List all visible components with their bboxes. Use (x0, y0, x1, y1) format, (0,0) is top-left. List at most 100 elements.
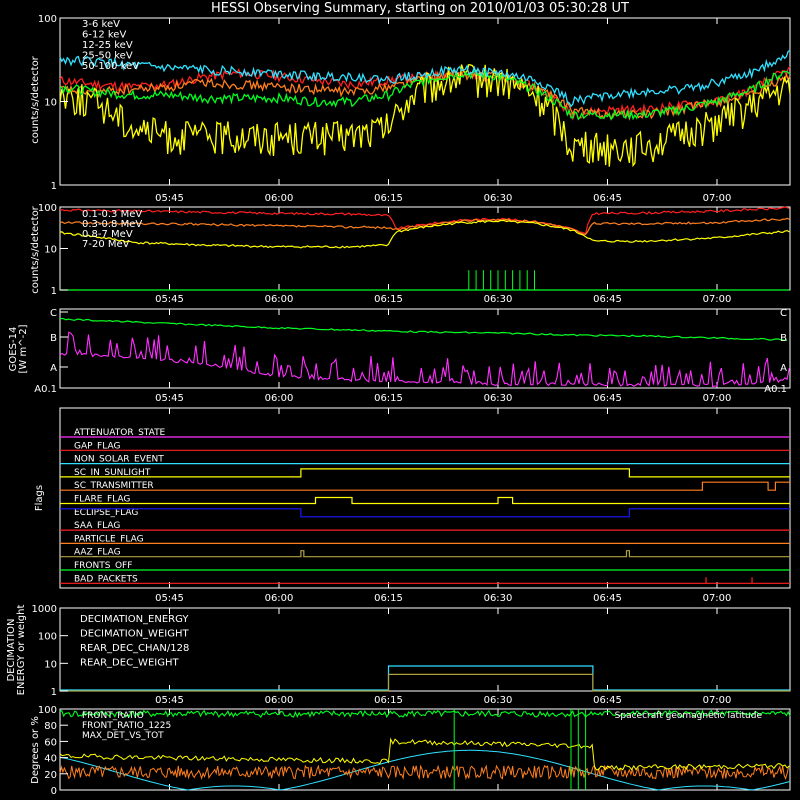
countrate-xtick-label: 05:45 (155, 193, 184, 204)
countrate-ytick-label: 1 (51, 181, 57, 192)
countrate-ylabel-group: counts/s/detector (30, 55, 41, 143)
decim-legend-label: REAR_DEC_CHAN/128 (80, 643, 189, 654)
flags-ylabel: Flags (34, 485, 45, 511)
ratio-ylabel: Degrees or % (30, 716, 41, 784)
series-line-25-50-keV (59, 69, 791, 121)
goes-xtick-label: 06:00 (265, 393, 294, 404)
series-line-rear-dec-weight (60, 673, 790, 692)
goes-xtick-label: 06:45 (593, 393, 622, 404)
flag-line (60, 481, 790, 491)
flag-label: SC_IN_SUNLIGHT (74, 468, 151, 478)
goes-ytick-label: B (50, 333, 57, 344)
vrate-xtick-label: 06:45 (593, 294, 622, 305)
goes-ylabel: [W m^-2] (18, 324, 29, 373)
countrate-legend-label: 12-25 keV (82, 40, 133, 51)
ratio-right-legend: Spacecraft geomagnetic latitude (615, 711, 763, 721)
goes-ytick-label: A0.1 (34, 384, 57, 395)
ratio-ytick-label: 0 (51, 786, 57, 797)
decim-xtick-label: 05:45 (155, 695, 184, 706)
flag-label: FRONTS_OFF (74, 561, 132, 571)
flag-label: GAP_FLAG (74, 441, 120, 451)
countrate-xtick-label: 06:45 (593, 193, 622, 204)
decim-legend-label: REAR_DEC_WEIGHT (80, 658, 179, 669)
vrate-legend-label: 0.1-0.3 MeV (82, 209, 142, 220)
flag-label: AAZ_FLAG (74, 548, 121, 558)
countrate-ylabel: counts/s/detector (30, 55, 41, 143)
goes-xtick-label: 06:30 (484, 393, 513, 404)
ratio-frame (59, 708, 791, 791)
flags-xtick-label: 05:45 (155, 593, 184, 604)
decim-xtick-label: 07:00 (703, 695, 732, 706)
decim-legend-label: DECIMATION_WEIGHT (80, 629, 189, 640)
vrate-xtick-label: 06:30 (484, 294, 513, 305)
goes-ytick-label-right: C (780, 308, 787, 319)
flag-label: SAA_FLAG (74, 521, 120, 531)
goes-ylabel-group: GOES-14 [W m^-2] (8, 324, 29, 373)
vrate-ylabel-group: counts/s/detector (30, 205, 41, 293)
countrate-ytick-label: 10 (44, 98, 57, 109)
flags-xtick-label: 06:30 (484, 593, 513, 604)
series-line-max-det (59, 764, 789, 781)
series-line-front-ratio (59, 709, 791, 719)
flag-line (60, 550, 790, 558)
ratio-ytick-label: 80 (44, 721, 57, 732)
ratio-ytick-label: 40 (44, 754, 57, 765)
decim-ytick-label: 1000 (32, 604, 57, 615)
vrate-xtick-label: 06:00 (265, 294, 294, 305)
ratio-ytick-label: 100 (38, 705, 57, 716)
decim-ytick-label: 100 (38, 632, 57, 643)
countrate-xtick-label: 06:30 (484, 193, 513, 204)
countrate-legend-label: 6-12 keV (82, 30, 126, 41)
flag-label: NON_SOLAR_EVENT (74, 455, 164, 465)
goes-ytick-label: A (50, 363, 57, 374)
goes-ytick-label-right: A (780, 363, 787, 374)
flag-label: ECLIPSE_FLAG (74, 508, 138, 518)
decim-ytick-label: 1 (51, 687, 57, 698)
ratio-ytick-label: 20 (44, 770, 57, 781)
countrate-legend-label: 3-6 keV (82, 19, 120, 30)
countrate-legend-label: 25-50 keV (82, 51, 133, 62)
flag-line (60, 468, 790, 478)
flags-xtick-label: 07:00 (703, 593, 732, 604)
flags-ylabel-group: Flags (34, 485, 45, 511)
goes-frame (59, 308, 791, 389)
goes-ytick-label-right: A0.1 (764, 384, 787, 395)
vrate-ytick-label: 100 (38, 203, 57, 214)
series-line-rear-dec-chan (60, 665, 790, 691)
decim-ylabel-group: DECIMATION ENERGY or weight (6, 605, 27, 696)
countrate-legend-label: 50-100 keV (82, 61, 139, 72)
decim-ylabel: ENERGY or weight (16, 605, 27, 696)
countrate-xtick-label: 06:00 (265, 193, 294, 204)
series-line-latitude (59, 749, 791, 791)
series-line-goes-long (59, 317, 788, 341)
vrate-xtick-label: 05:45 (155, 294, 184, 305)
vrate-legend-label: 0.3-0.8 MeV (82, 219, 142, 230)
goes-ytick-label-right: B (780, 333, 787, 344)
figure-title: HESSI Observing Summary, starting on 201… (211, 1, 629, 16)
vrate-legend-label: 0.8-7 MeV (82, 229, 133, 240)
flag-line (60, 577, 790, 584)
series-line-0.1-0.3-MeV (59, 206, 790, 235)
decim-xtick-label: 06:00 (265, 695, 294, 706)
flag-label: PARTICLE_FLAG (74, 534, 144, 544)
series-line-50-100-keV (59, 49, 791, 108)
countrate-xtick-label: 07:00 (703, 193, 732, 204)
goes-xtick-label: 05:45 (155, 393, 184, 404)
ratio-legend-label: MAX_DET_VS_TOT (82, 731, 164, 741)
flags-xtick-label: 06:00 (265, 593, 294, 604)
series-line-front-ratio-1225 (59, 737, 790, 771)
flags-xtick-label: 06:15 (374, 593, 403, 604)
vrate-xtick-label: 07:00 (703, 294, 732, 305)
decim-frame (59, 607, 791, 692)
decim-legend-label: DECIMATION_ENERGY (80, 614, 189, 625)
decim-xtick-label: 06:45 (593, 695, 622, 706)
goes-ytick-label: C (50, 308, 57, 319)
ratio-ylabel-group: Degrees or % (30, 716, 41, 784)
vrate-xtick-label: 06:15 (374, 294, 403, 305)
ratio-legend-label: FRONT_RATIO (82, 711, 144, 721)
decim-xtick-label: 06:30 (484, 695, 513, 706)
flag-line (60, 496, 790, 505)
vrate-ylabel: counts/s/detector (30, 205, 41, 293)
